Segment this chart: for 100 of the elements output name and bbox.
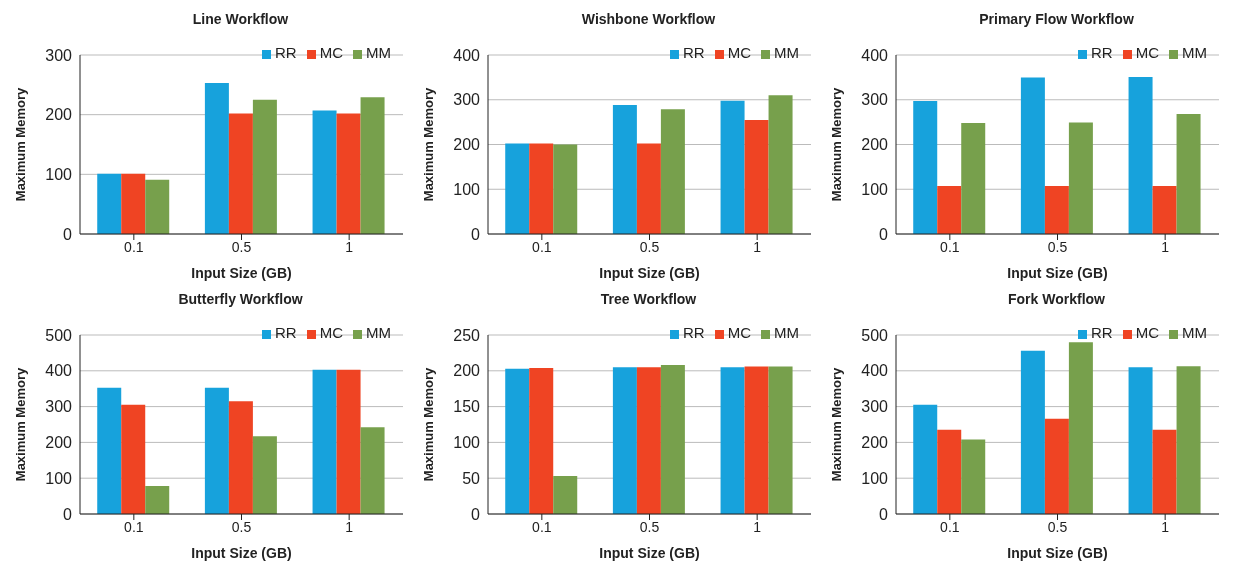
legend-label: MM [774,324,799,341]
bar [360,427,385,514]
bar [720,100,745,234]
bar [768,95,793,234]
x-tick-label: 0.1 [532,518,552,535]
y-tick-label: 0 [471,505,481,523]
y-axis-title: Maximum Memory [828,367,844,482]
bar [660,365,685,514]
y-tick-label: 0 [63,505,73,523]
y-tick-label: 0 [879,505,889,523]
chart-title: Wishbone Workflow [580,10,717,29]
bar [336,113,361,234]
y-tick-label: 100 [861,180,889,198]
legend-label: RR [1091,324,1113,341]
bar [360,97,385,234]
bar [1020,77,1045,234]
bar [97,173,122,234]
bar [1152,429,1177,514]
bar [529,367,554,514]
x-axis-title: Input Size (GB) [1007,545,1108,561]
y-tick-label: 400 [453,46,481,64]
legend-label: MM [1182,44,1207,61]
x-tick-label: 0.5 [231,518,252,535]
bar [744,366,769,514]
y-tick-label: 100 [45,469,73,487]
x-tick-label: 1 [345,238,354,255]
bar [97,387,122,514]
legend-label: MC [1135,44,1159,61]
y-tick-label: 50 [462,469,481,487]
y-tick-label: 200 [453,362,481,380]
y-tick-label: 100 [45,166,73,184]
x-tick-label: 0.1 [940,238,960,255]
x-axis-title: Input Size (GB) [1007,265,1108,281]
x-tick-label: 1 [1161,518,1170,535]
bar [612,367,637,514]
legend-label: MC [727,324,751,341]
bar [121,173,146,234]
bar [336,369,361,514]
bar [1068,342,1093,514]
bar [961,123,986,234]
y-tick-label: 0 [879,225,889,243]
bar [204,83,229,234]
x-tick-label: 0.1 [940,518,960,535]
legend-label: RR [275,324,297,341]
bar [312,369,337,514]
bar [1020,350,1045,514]
bar [204,387,229,514]
bar [505,368,530,514]
x-tick-label: 0.5 [639,518,660,535]
bar [1128,367,1153,514]
bar [636,367,661,514]
x-tick-label: 0.1 [124,518,144,535]
legend-label: MM [774,44,799,61]
bar [1128,76,1153,234]
bar [121,404,146,514]
bar [312,110,337,234]
y-tick-label: 150 [453,398,481,416]
y-axis-title: Maximum Memory [12,87,28,202]
y-tick-label: 200 [861,136,889,154]
bar [1044,418,1069,514]
bar [228,113,253,234]
bar [145,486,170,514]
x-axis-title: Input Size (GB) [599,545,700,561]
bar [529,143,554,234]
x-tick-label: 0.1 [532,238,552,255]
x-tick-label: 0.5 [1047,518,1068,535]
y-tick-label: 500 [45,326,73,344]
legend-label: MM [366,44,391,61]
bar [1044,186,1069,234]
y-tick-label: 200 [861,434,889,452]
x-axis-title: Input Size (GB) [191,545,292,561]
x-tick-label: 1 [753,238,762,255]
x-tick-label: 1 [1161,238,1170,255]
bar [228,401,253,514]
x-tick-label: 0.5 [639,238,660,255]
bar [1152,186,1177,234]
bar [145,179,170,234]
legend-label: RR [275,44,297,61]
bar [553,144,578,234]
chart-title: Tree Workflow [599,290,698,309]
x-axis-title: Input Size (GB) [599,265,700,281]
legend-label: MC [319,44,343,61]
y-tick-label: 400 [45,362,73,380]
x-tick-label: 0.5 [231,238,252,255]
y-tick-label: 0 [63,225,73,243]
bar [636,143,661,234]
y-tick-label: 400 [861,46,889,64]
bar [1068,122,1093,234]
legend-label: RR [683,324,705,341]
y-axis-title: Maximum Memory [12,367,28,482]
x-tick-label: 1 [345,518,354,535]
bar [913,404,938,514]
y-tick-label: 300 [861,398,889,416]
y-tick-label: 200 [453,136,481,154]
bar [720,367,745,514]
bar [961,439,986,514]
bar [1176,366,1201,514]
bar [937,186,962,234]
y-tick-label: 400 [861,362,889,380]
y-tick-label: 100 [453,434,481,452]
